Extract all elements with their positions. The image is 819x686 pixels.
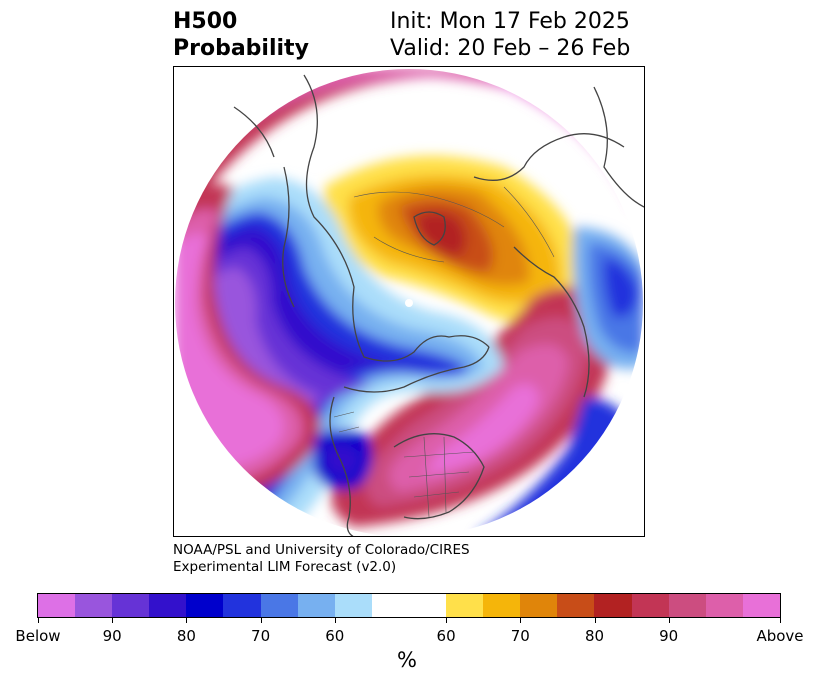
tick-label: 80 [176,627,196,645]
tick-label: 60 [436,627,456,645]
colorbar-swatch [112,594,150,617]
tick-label: Below [15,627,61,645]
tick-mark [668,618,670,623]
colorbar [37,593,781,618]
colorbar-swatch [594,594,632,617]
valid-range: Valid: 20 Feb – 26 Feb [390,36,631,61]
colorbar-swatch [668,594,706,617]
colorbar-swatch [223,594,261,617]
title-right: Init: Mon 17 Feb 2025 Valid: 20 Feb – 26… [390,8,630,62]
colorbar-unit: % [397,648,417,672]
credit-line-2: Experimental LIM Forecast (v2.0) [173,559,397,575]
credit-line-1: NOAA/PSL and University of Colorado/CIRE… [173,542,470,558]
tick-label: 60 [325,627,345,645]
tick-label: 90 [659,627,679,645]
tick-mark [594,618,596,623]
tick-label: 90 [102,627,122,645]
colorbar-swatch [371,594,447,617]
colorbar-swatch [297,594,335,617]
colorbar-swatch [75,594,113,617]
probability-field [175,69,643,536]
colorbar-swatch [520,594,558,617]
colorbar-swatch [557,594,595,617]
colorbar-swatch [742,594,780,617]
colorbar-swatch [446,594,484,617]
tick-label: Above [756,627,804,645]
title-variable: H500 [173,9,238,34]
probability-map [175,69,644,536]
title-probability: Probability [173,36,309,61]
map-panel [173,66,645,537]
title-left: H500 Probability [173,8,309,62]
tick-mark [112,618,114,623]
tick-mark [260,618,262,623]
tick-mark [334,618,336,623]
credit: NOAA/PSL and University of Colorado/CIRE… [173,542,470,576]
borders [333,186,555,518]
colorbar-swatch [334,594,372,617]
colorbar-swatch [149,594,187,617]
tick-mark [446,618,448,623]
colorbar-swatch [38,594,76,617]
colorbar-swatch [631,594,669,617]
init-date: Init: Mon 17 Feb 2025 [390,9,630,34]
colorbar-swatch [186,594,224,617]
colorbar-swatch [705,594,743,617]
coastlines [233,74,644,536]
tick-label: 70 [510,627,530,645]
colorbar-swatch [483,594,521,617]
tick-mark [520,618,522,623]
tick-label: 80 [584,627,605,645]
tick-mark [186,618,188,623]
tick-mark [780,618,781,623]
tick-label: 70 [251,627,271,645]
tick-mark [38,618,39,623]
colorbar-swatch [260,594,298,617]
